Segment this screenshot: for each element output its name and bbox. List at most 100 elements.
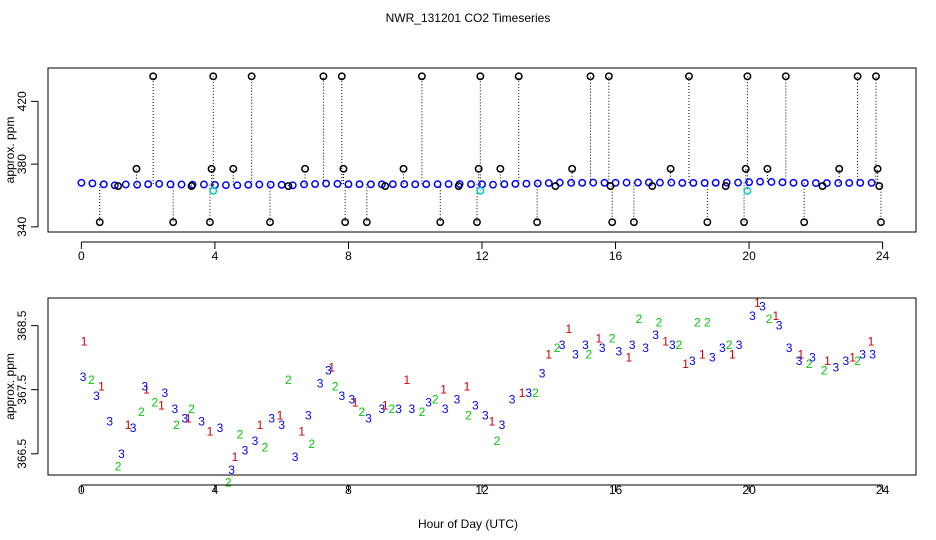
series-1-point: 1 (662, 335, 669, 349)
continuous-point (121, 180, 130, 189)
series-3-point: 3 (141, 380, 148, 394)
series-3-point: 3 (689, 354, 696, 368)
continuous-point (544, 179, 553, 188)
series-2-point: 2 (151, 396, 158, 410)
series-3-point: 3 (709, 351, 716, 365)
outliers-point (648, 182, 657, 191)
top-y-axis: 340 380 420 (15, 91, 39, 237)
top-data-points (77, 72, 885, 227)
series-3-point: 3 (198, 415, 205, 429)
series-2-point: 2 (656, 315, 663, 329)
series-2-point: 2 (494, 434, 501, 448)
outliers-point (247, 72, 256, 81)
series-3-point: 3 (93, 389, 100, 403)
continuous-point (600, 178, 609, 187)
series-3-point: 3 (719, 341, 726, 355)
outliers-point (284, 182, 293, 191)
continuous-point (667, 178, 676, 187)
outliers-point (800, 218, 809, 227)
series-3-point: 3 (409, 402, 416, 416)
series-3-point: 3 (786, 341, 793, 355)
top-x-tick-label: 12 (475, 249, 489, 263)
continuous-point (756, 177, 765, 186)
series-2-point: 2 (308, 437, 315, 451)
outliers-point (818, 182, 827, 191)
outliers-point (436, 218, 445, 227)
series-3-point: 3 (118, 447, 125, 461)
series-1-point: 1 (682, 357, 689, 371)
continuous-point (266, 180, 275, 189)
continuous-point (745, 178, 754, 187)
continuous-point (333, 179, 342, 188)
outliers-point (781, 72, 790, 81)
continuous-point (177, 180, 186, 189)
bot-y-axis-title: approx. ppm (3, 353, 17, 420)
outliers-point (362, 218, 371, 227)
series-3-point: 3 (582, 338, 589, 352)
series-1-point: 1 (824, 354, 831, 368)
series-2-point: 2 (225, 476, 232, 490)
bot-y-tick-label: 368.5 (15, 310, 29, 340)
continuous-point (567, 178, 576, 187)
top-x-axis: 0 4 8 12 16 20 24 (78, 241, 890, 263)
continuous-point (500, 180, 509, 189)
continuous-point (800, 178, 809, 187)
outliers-point (473, 218, 481, 227)
continuous-point (244, 180, 253, 189)
outliers-point (875, 182, 884, 191)
outliers-point (337, 72, 346, 81)
series-1-point: 1 (352, 396, 359, 410)
series-3-point: 3 (509, 392, 516, 406)
continuous-point (789, 178, 798, 187)
continuous-point (233, 181, 242, 190)
series-2-point: 2 (358, 405, 365, 419)
series-3-point: 3 (454, 392, 461, 406)
series-1-point: 1 (464, 380, 471, 394)
outliers-point (209, 72, 218, 81)
outliers-point (319, 72, 328, 81)
continuous-point (711, 178, 720, 187)
bot-x-tick-label: 4 (212, 483, 219, 497)
series-1-point: 1 (328, 360, 335, 374)
continuous-point (834, 179, 843, 188)
series-3-point: 3 (292, 450, 299, 464)
series-1-point: 1 (143, 383, 150, 397)
series-3-point: 3 (130, 421, 137, 435)
series-2-point: 2 (332, 380, 339, 394)
top-outlier-drop-lines (99, 76, 882, 223)
continuous-point (110, 181, 119, 190)
outliers-point (586, 72, 595, 81)
series-1-point: 1 (772, 309, 779, 323)
series-2-point: 2 (88, 373, 95, 387)
continuous-point (678, 178, 687, 187)
series-3-point: 3 (172, 402, 179, 416)
continuous-point (433, 180, 442, 189)
series-1-point: 1 (81, 335, 88, 349)
outliers-point (604, 72, 613, 81)
outliers-point (339, 164, 348, 173)
bot-x-tick-label: 20 (742, 483, 756, 497)
series-2-point: 2 (173, 418, 180, 432)
continuous-point (867, 178, 876, 187)
chart-title: NWR_131201 CO2 Timeseries (386, 11, 551, 25)
continuous-point (411, 180, 420, 189)
series-3-point: 3 (759, 299, 766, 313)
x-axis-title: Hour of Day (UTC) (418, 517, 518, 531)
outliers-point (229, 164, 238, 173)
continuous-point (700, 178, 709, 187)
series-2-point: 2 (115, 460, 122, 474)
series-1-point: 1 (257, 418, 264, 432)
series-1-point: 1 (565, 322, 572, 336)
series-3-point: 3 (162, 386, 169, 400)
outliers-point (496, 164, 505, 173)
series-1-point: 1 (277, 408, 284, 422)
outliers-point (95, 218, 104, 227)
series-3-point: 3 (559, 338, 566, 352)
bottom-x-axis: 0 4 8 12 16 20 24 (78, 483, 890, 497)
series-1-point: 1 (729, 347, 736, 361)
continuous-point (589, 178, 598, 187)
series-1-point: 1 (232, 450, 239, 464)
series-2-point: 2 (694, 315, 701, 329)
continuous-point (388, 180, 397, 189)
